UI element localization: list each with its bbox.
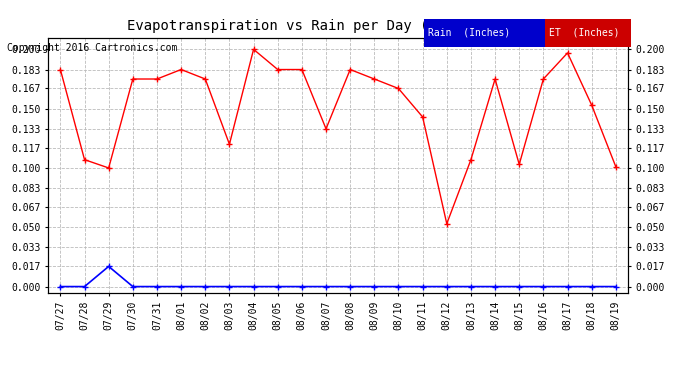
Text: Rain  (Inches): Rain (Inches) xyxy=(428,28,510,38)
Text: ET  (Inches): ET (Inches) xyxy=(549,28,619,38)
Text: Evapotranspiration vs Rain per Day (Inches) 20160820: Evapotranspiration vs Rain per Day (Inch… xyxy=(127,19,563,33)
Text: Copyright 2016 Cartronics.com: Copyright 2016 Cartronics.com xyxy=(7,43,177,53)
